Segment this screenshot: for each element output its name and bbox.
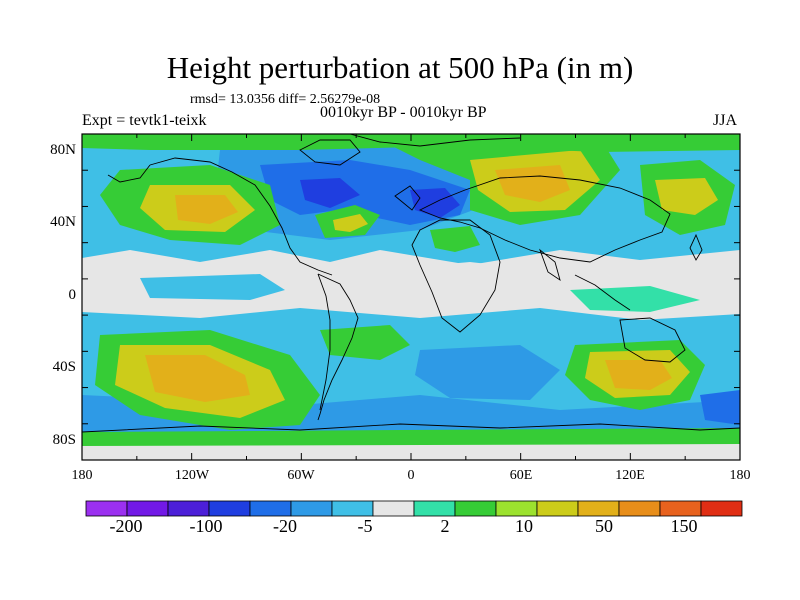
equatorial-pacific-cyan [140,274,285,300]
south-atlantic-green [320,325,410,360]
colorbar-swatch [413,500,456,517]
colorbar-label: 150 [670,516,698,536]
east-asia-high [655,178,718,215]
x-label-120w: 120W [174,468,210,483]
y-label-80n: 80N [50,142,76,158]
colorbar-swatch [208,500,251,517]
coastlines [82,134,740,433]
x-label-120e: 120E [615,468,645,483]
colorbar-label: -20 [273,516,297,536]
colorbar-swatch [126,500,169,517]
colorbar-swatch [577,500,620,517]
mid-atlantic-high-core [333,214,368,232]
colorbar-label: 50 [595,516,613,536]
colorbar-swatch [618,500,661,517]
colorbar-swatch [659,500,702,517]
y-label-80s: 80S [52,432,76,448]
colorbar-swatch [372,500,415,517]
southern-ocean-low [700,390,740,425]
period-label: 0010kyr BP - 0010kyr BP [320,104,487,121]
y-label-40n: 40N [50,214,76,230]
north-pacific-high-core [175,195,238,224]
indian-ocean-green [570,286,700,312]
south-indian-high-core [605,360,672,390]
x-label-180w: 180 [71,468,93,483]
colorbar [85,500,743,517]
contour-field [82,134,740,460]
y-label-0: 0 [68,287,77,303]
colorbar-label: -100 [189,516,223,536]
rmsd-diff-text: rmsd= 13.0356 diff= 2.56279e-08 [190,92,381,107]
colorbar-swatch [331,500,374,517]
x-label-180e: 180 [729,468,751,483]
experiment-label: Expt = tevtk1-teixk [82,112,207,129]
y-label-40s: 40S [52,359,76,375]
colorbar-swatch [454,500,497,517]
y-axis-ticks [82,133,740,461]
colorbar-label: -5 [357,516,373,536]
south-atlantic-blue [415,345,560,400]
x-axis-ticks [81,134,741,460]
south-pacific-high-core [145,355,250,402]
north-atlantic-low-core [300,178,360,208]
colorbar-label: 2 [440,516,450,536]
colorbar-label: -200 [109,516,143,536]
colorbar-swatch [290,500,333,517]
colorbar-swatch [700,500,743,517]
colorbar-swatch [536,500,579,517]
arctic-green [82,134,740,152]
x-label-0: 0 [407,468,415,483]
colorbar-swatch [249,500,292,517]
x-label-60e: 60E [509,468,533,483]
colorbar-swatch [85,500,128,517]
x-label-60w: 60W [287,468,315,483]
eurasia-high-core [495,165,570,202]
colorbar-swatch [495,500,538,517]
map-title: Height perturbation at 500 hPa (in m) [166,50,634,85]
colorbar-label: 10 [515,516,533,536]
season-label: JJA [713,112,738,129]
colorbar-swatch [167,500,210,517]
africa-green [430,226,480,252]
